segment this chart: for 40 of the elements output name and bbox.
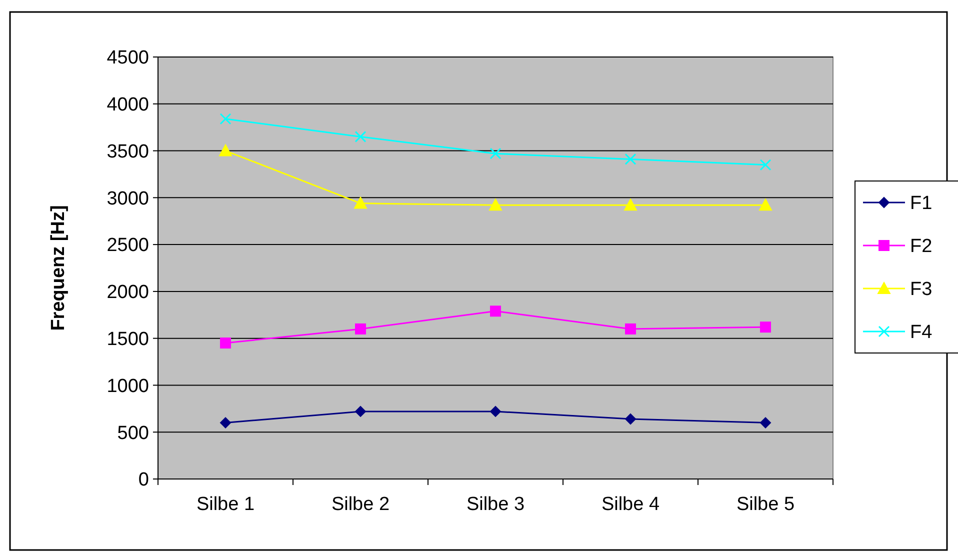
point	[760, 159, 772, 171]
y-tick-label: 3500	[106, 141, 149, 162]
y-tick-label: 1000	[106, 376, 149, 397]
point	[489, 198, 502, 211]
x-tick-label: Silbe 2	[331, 494, 390, 515]
point	[760, 417, 771, 428]
x-tick-label: Silbe 4	[601, 494, 660, 515]
point	[490, 406, 501, 417]
point	[354, 196, 367, 209]
point	[624, 198, 637, 211]
point	[490, 306, 501, 317]
y-tick-label: 2500	[106, 235, 149, 256]
legend-label: F4	[910, 322, 933, 344]
x-tick-label: Silbe 3	[466, 494, 525, 515]
point	[759, 198, 772, 211]
legend-label: F1	[910, 193, 932, 214]
point	[219, 144, 232, 156]
point	[624, 153, 636, 165]
y-tick-label: 0	[138, 470, 149, 491]
y-tick-label: 3000	[106, 188, 149, 210]
point	[760, 322, 771, 333]
y-tick-label: 1500	[106, 328, 149, 350]
point	[490, 148, 502, 160]
point	[355, 406, 366, 417]
legend-label: F3	[910, 279, 932, 300]
legend-label: F2	[910, 236, 932, 258]
x-tick-label: Silbe 5	[736, 494, 795, 515]
y-axis-title: Frequenz [Hz]	[48, 205, 69, 331]
y-tick-label: 4000	[106, 94, 149, 116]
point	[220, 417, 231, 428]
y-tick-label: 2000	[106, 282, 149, 304]
point	[625, 323, 636, 334]
point	[220, 113, 232, 125]
y-tick-label: 4500	[106, 48, 149, 69]
point	[354, 130, 366, 142]
point	[355, 323, 366, 334]
y-tick-label: 500	[117, 422, 149, 444]
point	[625, 413, 636, 424]
point	[220, 338, 231, 349]
x-tick-label: Silbe 1	[196, 494, 255, 515]
